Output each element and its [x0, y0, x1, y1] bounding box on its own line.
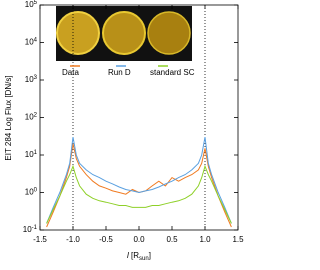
x-tick-label: -1.5: [33, 235, 47, 244]
x-tick-label: 0.5: [166, 235, 178, 244]
y-tick-exponent: 5: [34, 0, 38, 6]
y-tick-exponent: 0: [34, 187, 38, 193]
y-tick-base: 10: [25, 75, 34, 84]
legend-label: Data: [62, 68, 79, 77]
y-tick-label: 10-1: [23, 225, 38, 235]
sun-image: [147, 11, 191, 55]
y-tick-exponent: 1: [34, 150, 38, 156]
x-label-sub: sun: [139, 256, 149, 262]
inset-image: [56, 6, 192, 61]
x-label-symbol: l: [127, 251, 129, 260]
y-tick-base: 10: [23, 225, 32, 234]
legend-label: Run D: [108, 68, 131, 77]
y-tick-exponent: -1: [32, 225, 38, 231]
y-tick-label: 103: [25, 75, 38, 85]
x-label-unit: [R: [131, 251, 139, 260]
y-tick-exponent: 4: [34, 37, 38, 43]
y-tick-exponent: 3: [34, 75, 38, 81]
x-label-end: ]: [149, 251, 151, 260]
x-tick-label: -1.0: [66, 235, 80, 244]
series-line: [46, 143, 232, 228]
x-axis-label: l [Rsun]: [127, 251, 151, 261]
series-line: [46, 164, 232, 224]
x-tick-label: 0.0: [133, 235, 145, 244]
y-tick-label: 100: [25, 187, 38, 197]
y-tick-label: 102: [25, 112, 38, 122]
series-line: [46, 137, 232, 224]
y-tick-base: 10: [25, 0, 34, 9]
y-tick-label: 104: [25, 37, 38, 47]
legend-label: standard SC: [150, 68, 195, 77]
y-tick-base: 10: [25, 150, 34, 159]
y-tick-exponent: 2: [34, 112, 38, 118]
x-tick-label: 1.0: [199, 235, 211, 244]
chart: EIT 284 Log Flux [DN/s] l [Rsun] 10-1100…: [4, 0, 244, 262]
y-tick-base: 10: [25, 113, 34, 122]
sun-image: [56, 11, 100, 55]
y-tick-label: 101: [25, 150, 38, 160]
y-tick-base: 10: [25, 188, 34, 197]
x-tick-label: -0.5: [99, 235, 113, 244]
x-tick-label: 1.5: [232, 235, 244, 244]
sun-image: [102, 11, 146, 55]
y-tick-label: 105: [25, 0, 38, 9]
y-tick-base: 10: [25, 38, 34, 47]
y-axis-label: EIT 284 Log Flux [DN/s]: [4, 75, 13, 160]
